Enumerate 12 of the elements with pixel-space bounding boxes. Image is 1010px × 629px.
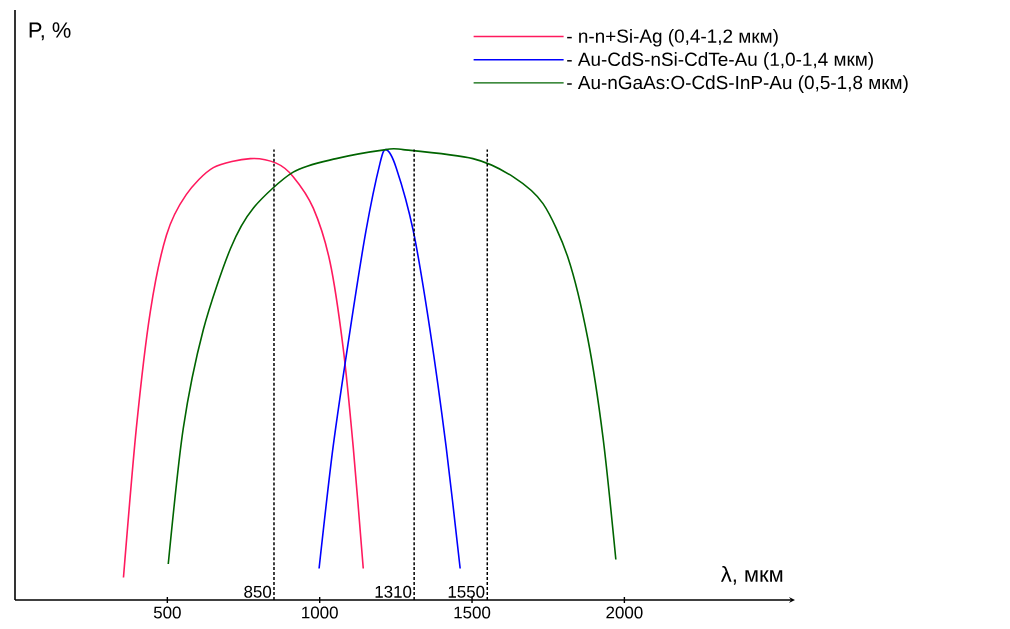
ref-line-label: 1550 bbox=[448, 585, 485, 598]
x-axis-title: λ, мкм bbox=[720, 565, 783, 585]
legend-label: - Au-CdS-nSi-CdTe-Au (1,0-1,4 мкм) bbox=[567, 52, 873, 70]
x-tick-label: 2000 bbox=[606, 606, 643, 619]
y-axis-title: P, % bbox=[29, 22, 71, 41]
x-tick-label: 1500 bbox=[454, 606, 491, 619]
ref-line-label: 1310 bbox=[375, 585, 412, 598]
legend-label: - Au-nGaAs:O-CdS-InP-Au (0,5-1,8 мкм) bbox=[567, 75, 908, 93]
x-tick-label: 1000 bbox=[302, 606, 338, 619]
x-tick-label: 500 bbox=[153, 606, 181, 619]
ref-line-label: 850 bbox=[244, 585, 272, 598]
legend-label: - n-n+Si-Ag (0,4-1,2 мкм) bbox=[567, 28, 778, 47]
